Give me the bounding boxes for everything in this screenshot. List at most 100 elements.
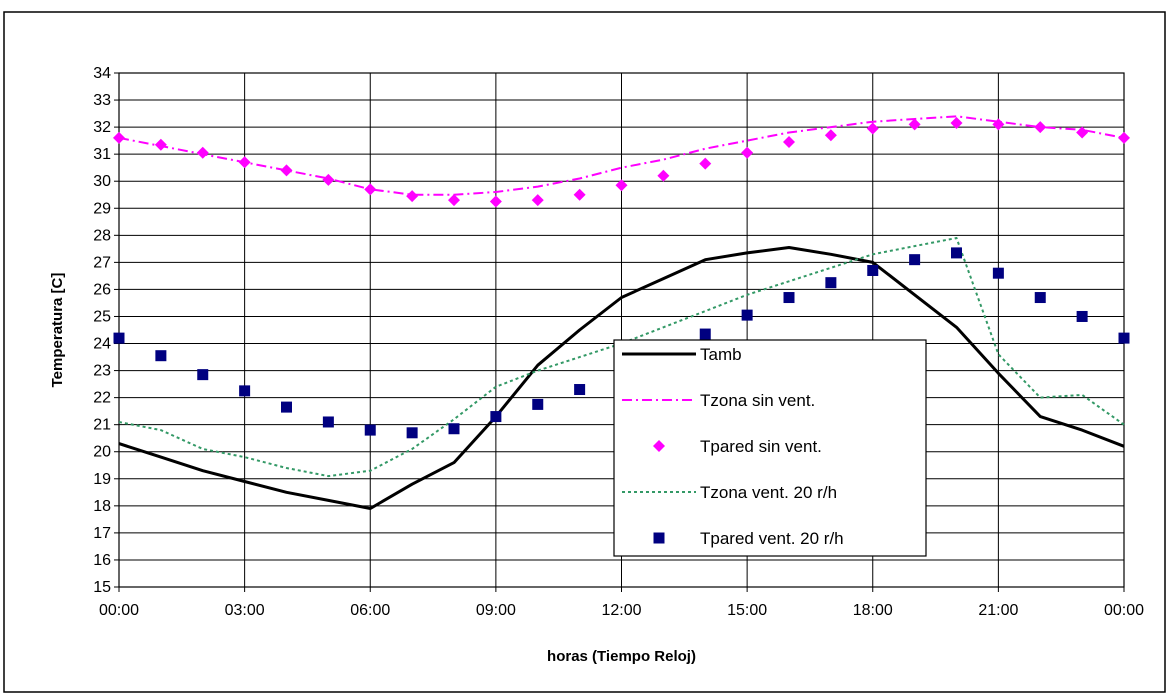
data-point-tpared-vent-20-r-h <box>490 411 502 423</box>
y-tick-label: 24 <box>93 336 111 353</box>
data-point-tpared-sin-vent <box>1118 131 1130 144</box>
legend: Tamb Tzona sin vent. Tpared sin vent. Tzona… <box>613 339 927 557</box>
data-point-tpared-vent-20-r-h <box>1076 310 1088 322</box>
data-point-tpared-sin-vent <box>531 194 544 207</box>
legend-swatch-tpared-sin-vent <box>653 440 665 452</box>
data-point-tpared-vent-20-r-h <box>448 423 460 435</box>
legend-label: Tzona sin vent. <box>700 391 815 410</box>
legend-label: Tzona vent. 20 r/h <box>700 483 837 502</box>
data-point-tpared-vent-20-r-h <box>867 264 879 276</box>
data-point-tpared-sin-vent <box>657 169 670 182</box>
x-tick-label: 12:00 <box>601 602 641 619</box>
data-point-tpared-sin-vent <box>154 138 167 151</box>
gridlines <box>118 72 1125 588</box>
data-point-tpared-sin-vent <box>824 129 837 142</box>
data-point-tpared-sin-vent <box>866 122 879 135</box>
data-point-tpared-sin-vent <box>1076 126 1089 139</box>
data-point-tpared-vent-20-r-h <box>322 416 334 428</box>
outer-frame <box>3 11 1166 693</box>
data-point-tpared-vent-20-r-h <box>909 254 921 266</box>
data-point-tpared-vent-20-r-h <box>1118 332 1130 344</box>
data-point-tpared-sin-vent <box>196 146 209 159</box>
y-axis-title: Temperatura [C] <box>49 273 66 388</box>
x-tick-label: 03:00 <box>225 602 265 619</box>
data-point-tpared-vent-20-r-h <box>239 385 251 397</box>
x-tick-label: 00:00 <box>99 602 139 619</box>
y-tick-label: 17 <box>93 525 111 542</box>
data-point-tpared-vent-20-r-h <box>951 247 962 259</box>
data-point-tpared-sin-vent <box>238 156 251 169</box>
data-point-tpared-vent-20-r-h <box>406 427 418 439</box>
data-point-tpared-sin-vent <box>406 190 419 203</box>
data-point-tpared-sin-vent <box>573 188 586 201</box>
data-point-tpared-vent-20-r-h <box>992 267 1004 279</box>
data-point-tpared-sin-vent <box>783 135 795 148</box>
y-tick-label: 18 <box>93 498 111 515</box>
y-tick-label: 32 <box>93 119 111 136</box>
data-point-tpared-vent-20-r-h <box>783 292 795 304</box>
data-point-tpared-sin-vent <box>741 146 754 159</box>
data-point-tpared-vent-20-r-h <box>532 398 544 410</box>
data-point-tpared-sin-vent <box>113 131 125 144</box>
x-tick-label: 18:00 <box>853 602 893 619</box>
data-point-tpared-vent-20-r-h <box>1034 292 1046 304</box>
y-tick-label: 25 <box>93 308 111 325</box>
data-point-tpared-vent-20-r-h <box>281 401 292 413</box>
legend-label: Tpared sin vent. <box>700 437 822 456</box>
legend-label: Tpared vent. 20 r/h <box>700 529 844 548</box>
legend-swatch-tpared-vent-20-r-h <box>653 532 665 544</box>
data-point-tpared-vent-20-r-h <box>113 332 125 344</box>
y-tick-label: 27 <box>93 254 111 271</box>
data-point-tpared-sin-vent <box>364 183 377 196</box>
data-point-tpared-sin-vent <box>489 195 502 208</box>
series-group <box>113 115 1130 510</box>
data-point-tpared-vent-20-r-h <box>741 309 753 321</box>
series-tpared-sin-vent <box>113 117 1130 208</box>
data-point-tpared-vent-20-r-h <box>197 369 209 381</box>
data-point-tpared-sin-vent <box>950 117 963 130</box>
y-tick-label: 15 <box>93 579 111 596</box>
data-point-tpared-sin-vent <box>699 157 712 170</box>
data-point-tpared-sin-vent <box>1034 121 1047 134</box>
data-point-tpared-vent-20-r-h <box>155 350 167 362</box>
series-line-tzona-vent-20-r-h <box>118 237 1125 478</box>
y-tick-label: 30 <box>93 173 111 190</box>
series-line-tamb <box>118 246 1125 510</box>
y-tick-label: 23 <box>93 363 111 380</box>
legend-label: Tamb <box>700 345 742 364</box>
y-tick-label: 19 <box>93 471 111 488</box>
data-point-tpared-vent-20-r-h <box>699 328 711 340</box>
x-tick-label: 06:00 <box>350 602 390 619</box>
x-tick-label: 00:00 <box>1104 602 1144 619</box>
y-tick-label: 31 <box>93 146 111 163</box>
y-tick-label: 16 <box>93 552 111 569</box>
data-point-tpared-sin-vent <box>615 179 628 192</box>
series-tzona-vent-20-r-h <box>118 237 1125 478</box>
data-point-tpared-sin-vent <box>992 118 1005 131</box>
y-tick-label: 20 <box>93 444 111 461</box>
data-point-tpared-vent-20-r-h <box>364 424 376 436</box>
x-tick-label: 09:00 <box>476 602 516 619</box>
data-point-tpared-sin-vent <box>908 118 921 131</box>
y-tick-label: 26 <box>93 281 111 298</box>
y-tick-label: 33 <box>93 92 111 109</box>
axes: 15 16 17 18 19 20 21 22 23 24 25 26 27 28 29 30 31 32 33 34… <box>93 65 1144 619</box>
x-tick-label: 21:00 <box>978 602 1018 619</box>
data-point-tpared-vent-20-r-h <box>825 277 837 289</box>
y-tick-label: 29 <box>93 200 111 217</box>
y-tick-label: 34 <box>93 65 111 82</box>
x-tick-label: 15:00 <box>727 602 767 619</box>
data-point-tpared-sin-vent <box>280 164 293 177</box>
x-axis-title: horas (Tiempo Reloj) <box>547 648 696 665</box>
y-tick-label: 28 <box>93 227 111 244</box>
data-point-tpared-sin-vent <box>322 173 335 186</box>
y-tick-label: 21 <box>93 417 111 434</box>
plot-area-border <box>118 72 1125 588</box>
data-point-tpared-sin-vent <box>448 194 460 207</box>
series-tamb <box>118 246 1125 510</box>
data-point-tpared-vent-20-r-h <box>574 384 586 396</box>
y-tick-label: 22 <box>93 390 111 407</box>
legend-box <box>613 339 927 557</box>
